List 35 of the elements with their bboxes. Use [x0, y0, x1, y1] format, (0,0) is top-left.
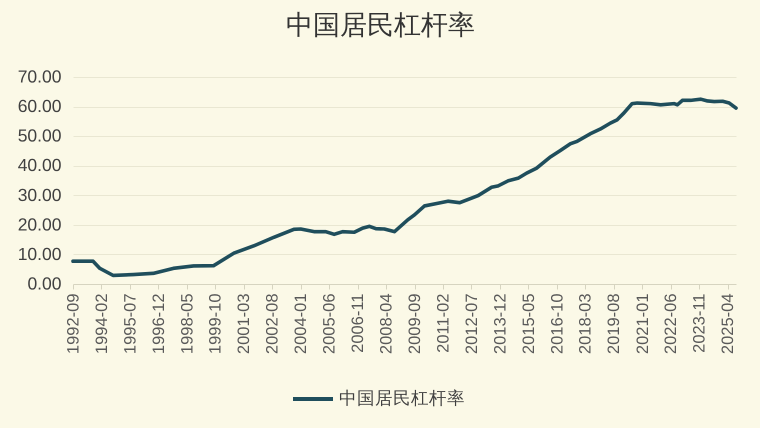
- y-tick-label: 20.00: [18, 214, 62, 234]
- y-tick-label: 60.00: [18, 96, 62, 116]
- y-tick-label: 10.00: [18, 244, 62, 264]
- line-series: [71, 97, 738, 278]
- y-tick-label: 40.00: [18, 155, 62, 176]
- x-tick-label: 2013-12: [491, 294, 510, 354]
- chart-title: 中国居民杠杆率: [286, 10, 475, 40]
- x-tick-label: 2025-04: [719, 294, 738, 354]
- x-tick-label: 2022-06: [662, 294, 680, 354]
- x-tick-label: 2001-03: [235, 294, 254, 354]
- y-tick-label: 30.00: [18, 184, 62, 205]
- x-tick-label: 2015-05: [520, 294, 538, 354]
- x-tick-label: 2019-08: [605, 294, 624, 354]
- x-tick-label: 1996-12: [150, 294, 168, 354]
- x-tick-label: 2016-10: [548, 294, 566, 354]
- x-tick-label: 2002-08: [264, 294, 282, 354]
- x-tick-label: 2009-09: [406, 294, 424, 354]
- x-tick-label: 1992-09: [64, 294, 82, 354]
- y-tick-label: 70.00: [18, 66, 62, 86]
- x-tick-label: 2008-04: [378, 294, 396, 354]
- x-tick-label: 2005-06: [320, 294, 339, 354]
- y-tick-label: 50.00: [18, 126, 62, 146]
- x-tick-label: 2021-01: [634, 294, 652, 354]
- legend-label: 中国居民杠杆率: [339, 388, 465, 408]
- x-tick-label: 2004-01: [292, 294, 310, 354]
- x-tick-label: 1998-05: [178, 294, 196, 354]
- x-tick-label: 2006-11: [349, 294, 368, 353]
- x-tick-label: 2012-07: [462, 294, 481, 354]
- x-tick-label: 1995-07: [121, 294, 140, 354]
- y-tick-label: 0.00: [27, 274, 62, 294]
- x-tick-label: 1999-10: [206, 294, 225, 354]
- x-tick-label: 2023-11: [690, 294, 709, 353]
- x-tick-label: 1994-02: [92, 294, 111, 354]
- x-tick-label: 2011-02: [434, 294, 453, 353]
- x-tick-label: 2018-03: [576, 294, 595, 354]
